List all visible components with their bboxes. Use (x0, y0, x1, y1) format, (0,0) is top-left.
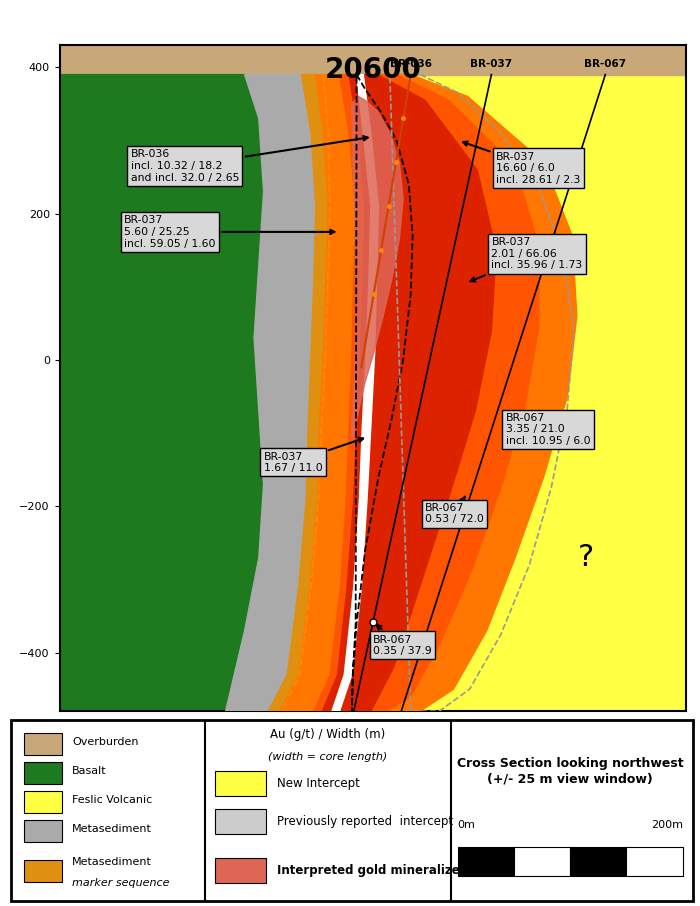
Polygon shape (280, 74, 577, 711)
FancyBboxPatch shape (24, 733, 62, 755)
Text: New Intercept: New Intercept (276, 777, 360, 790)
FancyBboxPatch shape (24, 860, 62, 882)
Text: BR-067: BR-067 (584, 60, 626, 70)
FancyBboxPatch shape (458, 847, 514, 876)
Text: Previously reported  intercept: Previously reported intercept (276, 815, 453, 828)
FancyBboxPatch shape (10, 720, 693, 901)
Text: marker sequence: marker sequence (72, 878, 169, 889)
Text: ?: ? (578, 543, 594, 572)
Polygon shape (332, 74, 379, 711)
Text: BR-037
5.60 / 25.25
incl. 59.05 / 1.60: BR-037 5.60 / 25.25 incl. 59.05 / 1.60 (124, 216, 335, 248)
Text: (width = core length): (width = core length) (268, 751, 388, 762)
FancyBboxPatch shape (514, 847, 570, 876)
Text: 20600: 20600 (324, 56, 421, 84)
Text: BR-037: BR-037 (470, 60, 512, 70)
Text: BR-067
0.53 / 72.0: BR-067 0.53 / 72.0 (425, 496, 484, 525)
FancyBboxPatch shape (570, 847, 626, 876)
Polygon shape (323, 74, 496, 711)
Text: BR-037
1.67 / 11.0: BR-037 1.67 / 11.0 (264, 438, 363, 473)
FancyBboxPatch shape (24, 762, 62, 784)
FancyBboxPatch shape (216, 858, 267, 883)
FancyBboxPatch shape (24, 820, 62, 842)
FancyBboxPatch shape (216, 771, 267, 796)
FancyBboxPatch shape (216, 809, 267, 834)
Text: 0m: 0m (458, 820, 475, 831)
Text: Cross Section looking northwest
(+/- 25 m view window): Cross Section looking northwest (+/- 25 … (457, 757, 683, 785)
Polygon shape (268, 74, 328, 711)
Text: BR-036: BR-036 (390, 60, 432, 70)
Text: BR-067
0.35 / 37.9: BR-067 0.35 / 37.9 (372, 625, 431, 656)
Text: BR-036
incl. 10.32 / 18.2
and incl. 32.0 / 2.65: BR-036 incl. 10.32 / 18.2 and incl. 32.0… (131, 136, 368, 183)
Text: Overburden: Overburden (72, 737, 139, 747)
Polygon shape (225, 74, 316, 711)
Polygon shape (60, 74, 264, 711)
Text: 200m: 200m (651, 820, 682, 831)
Text: Basalt: Basalt (72, 766, 106, 776)
FancyBboxPatch shape (626, 847, 682, 876)
Polygon shape (314, 74, 539, 711)
Text: Metasediment: Metasediment (72, 856, 152, 867)
Text: Au (g/t) / Width (m): Au (g/t) / Width (m) (270, 728, 386, 741)
FancyBboxPatch shape (24, 791, 62, 813)
Polygon shape (60, 45, 686, 711)
Text: Interpreted gold mineralized zone: Interpreted gold mineralized zone (276, 864, 503, 877)
Text: BR-037
16.60 / 6.0
incl. 28.61 / 2.3: BR-037 16.60 / 6.0 incl. 28.61 / 2.3 (463, 141, 580, 185)
Text: Feslic Volcanic: Feslic Volcanic (72, 795, 152, 805)
Text: Metasediment: Metasediment (72, 824, 152, 834)
Polygon shape (60, 45, 686, 74)
Text: BR-037
2.01 / 66.06
incl. 35.96 / 1.73: BR-037 2.01 / 66.06 incl. 35.96 / 1.73 (470, 237, 582, 282)
Polygon shape (352, 97, 403, 444)
Text: BR-067
3.35 / 21.0
incl. 10.95 / 6.0: BR-067 3.35 / 21.0 incl. 10.95 / 6.0 (505, 413, 590, 446)
